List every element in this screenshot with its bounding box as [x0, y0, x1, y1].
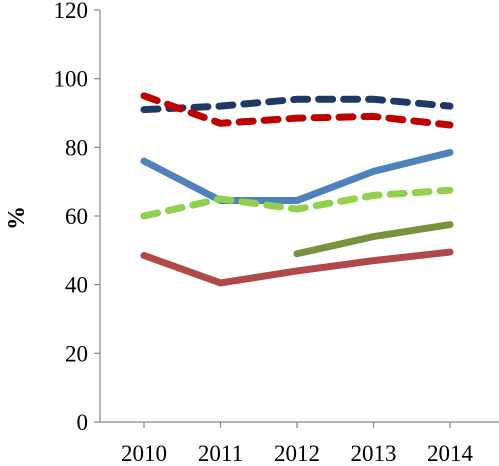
series-lines [140, 92, 454, 287]
y-tick-label: 0 [77, 410, 89, 435]
series-4-line [140, 186, 454, 220]
axes [94, 9, 499, 428]
y-tick-labels: 0 20 40 60 80 100 120 [54, 0, 89, 435]
y-tick-label: 120 [54, 0, 89, 23]
x-tick-label: 2010 [121, 441, 167, 466]
x-tick-label: 2011 [198, 441, 243, 466]
x-tick-label: 2014 [427, 441, 474, 466]
x-tick-label: 2013 [351, 441, 397, 466]
series-6-line [140, 248, 454, 287]
series-3-line [140, 148, 454, 205]
y-tick-label: 20 [65, 341, 88, 366]
y-axis-title: % [4, 206, 30, 230]
y-tick-label: 100 [54, 67, 89, 92]
series-1-line [140, 95, 454, 114]
y-tick-label: 40 [65, 273, 88, 298]
x-tick-label: 2012 [274, 441, 320, 466]
x-tick-labels: 2010 2011 2012 2013 2014 [121, 441, 474, 466]
y-tick-label: 80 [65, 135, 88, 160]
y-tick-label: 60 [65, 204, 88, 229]
series-5-line [293, 221, 454, 258]
series-2-line [140, 92, 454, 129]
